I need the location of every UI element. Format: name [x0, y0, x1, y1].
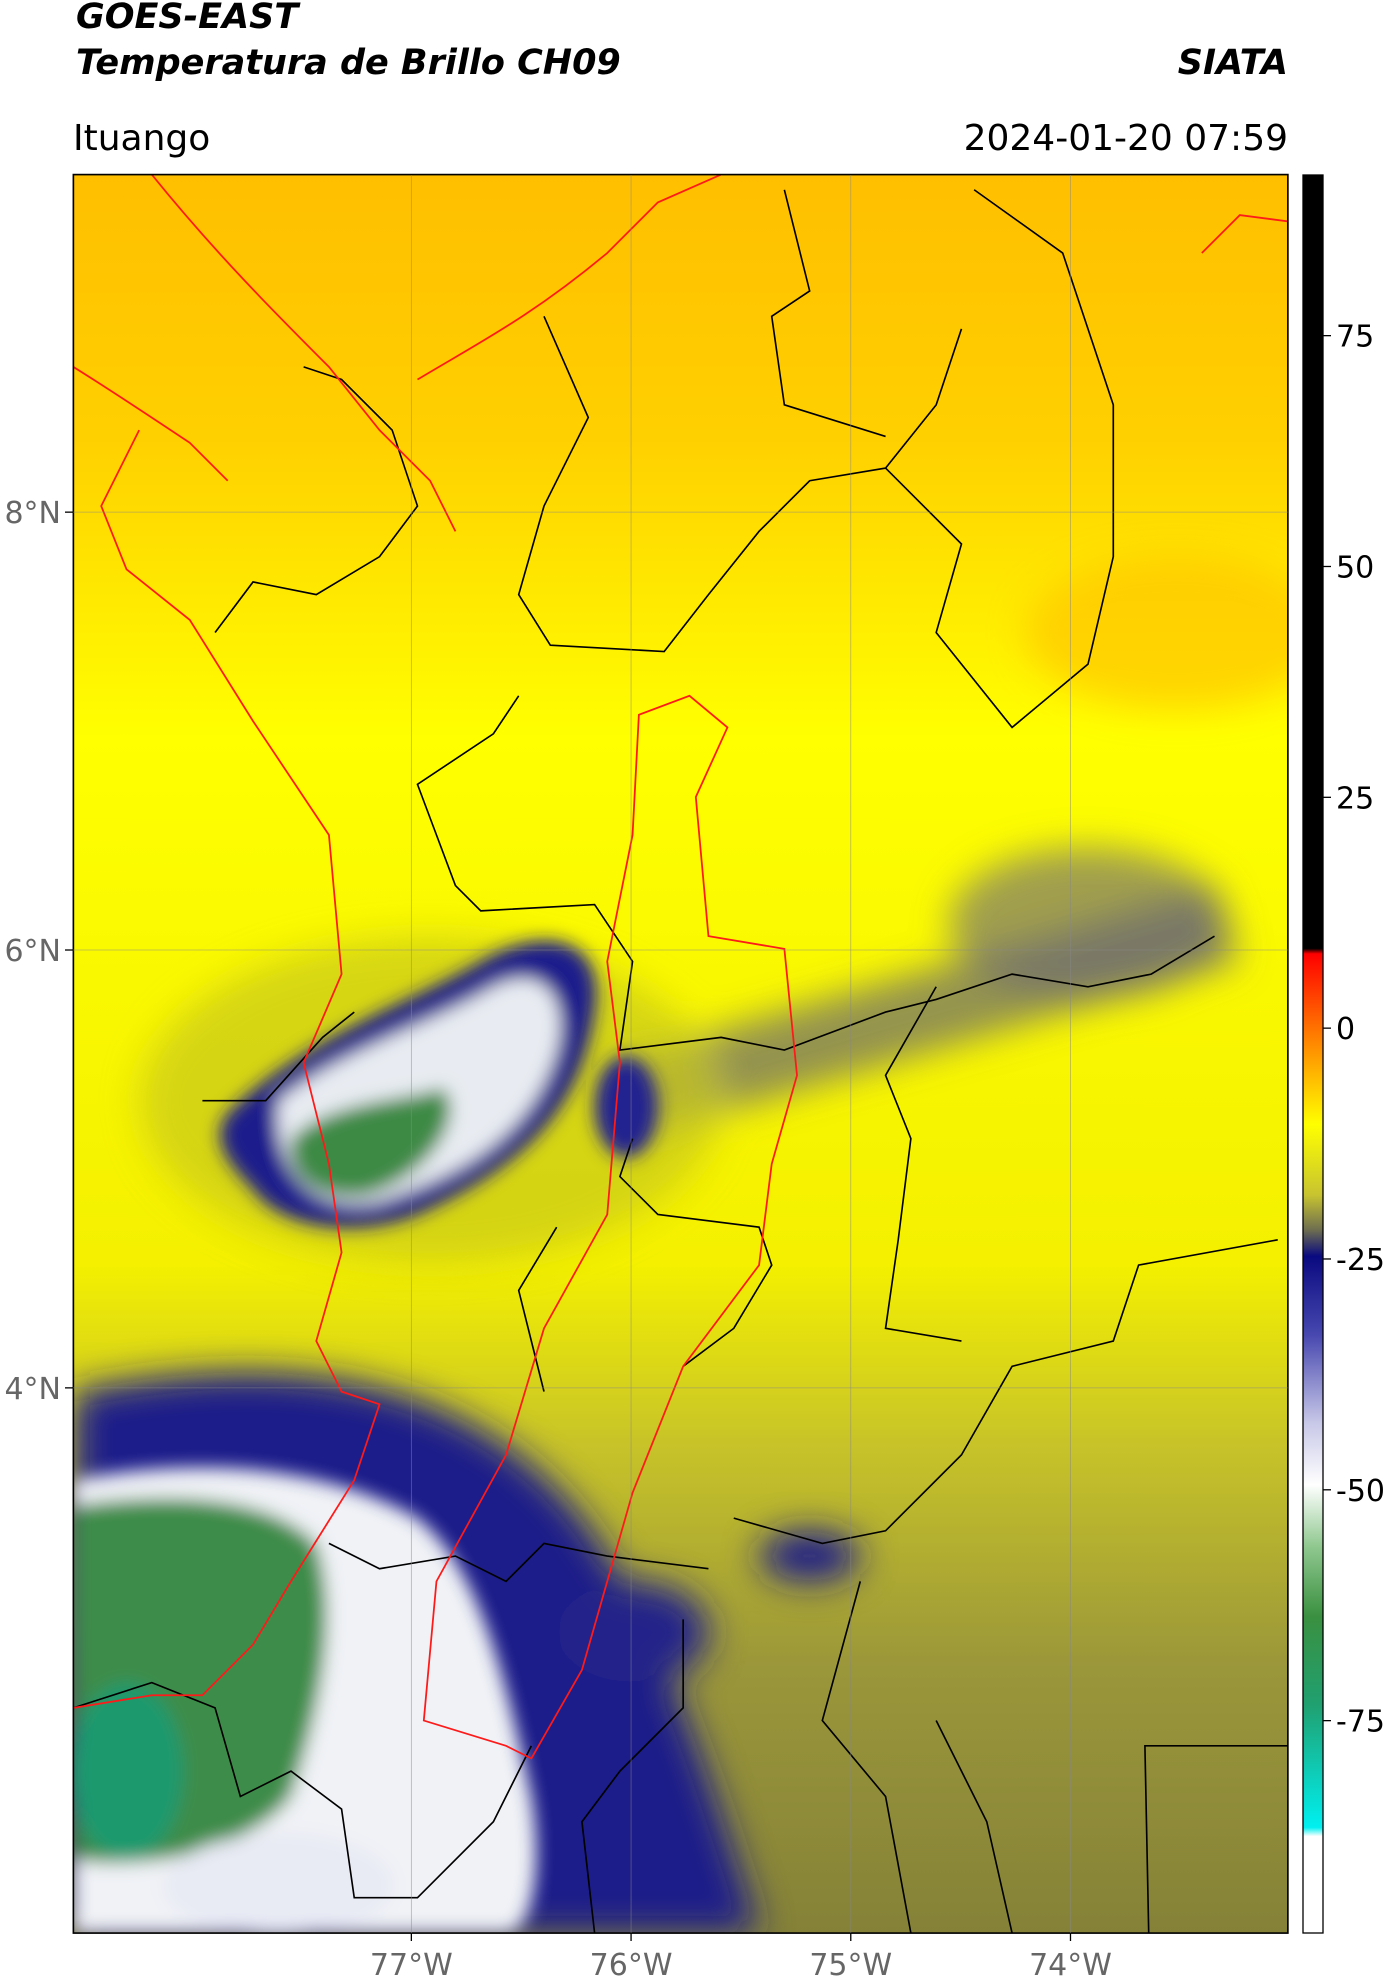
colorbar-label: -75 — [1336, 1705, 1384, 1740]
lat-label: 4°N — [4, 1372, 61, 1407]
title: GOES-EAST — [76, 0, 301, 37]
colorbar-label: -50 — [1336, 1474, 1384, 1509]
borders — [73, 189, 1288, 1934]
lon-label: 74°W — [1029, 1948, 1112, 1981]
lon-label: 75°W — [809, 1948, 892, 1981]
colorbar — [1302, 174, 1324, 1934]
lat-label: 8°N — [4, 496, 61, 531]
colorbar-label: -25 — [1336, 1243, 1384, 1278]
source: SIATA — [1178, 43, 1288, 83]
timestamp: 2024-01-20 07:59 — [964, 118, 1288, 159]
location: Ituango — [73, 118, 210, 159]
subtitle: Temperatura de Brillo CH09 — [76, 43, 621, 83]
outlines — [73, 174, 1288, 1760]
colorbar-label: 75 — [1336, 320, 1374, 355]
lon-label: 77°W — [370, 1948, 453, 1981]
colorbar-label: 25 — [1336, 781, 1374, 816]
colorbar-label: 50 — [1336, 550, 1374, 585]
lon-label: 76°W — [590, 1948, 673, 1981]
graticule — [65, 175, 1288, 1941]
colorbar-label: 0 — [1336, 1012, 1355, 1047]
map-imagery — [72, 173, 1289, 1934]
lat-label: 6°N — [4, 934, 61, 969]
